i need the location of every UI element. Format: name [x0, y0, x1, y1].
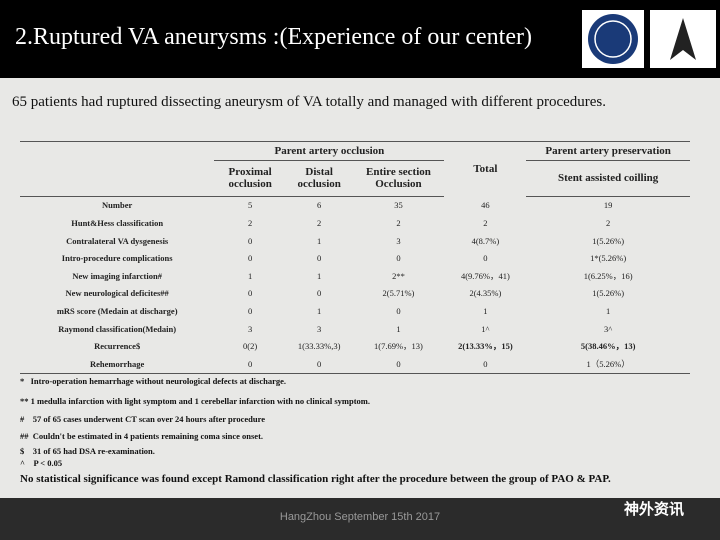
subtitle: 65 patients had ruptured dissecting aneu…: [12, 94, 607, 110]
row-label: New imaging infarction#: [72, 270, 162, 281]
table-cell: 1（5.26%）: [526, 354, 690, 374]
table-cell: 46: [481, 200, 490, 211]
group-header: Parent artery preservation: [526, 141, 690, 161]
table-cell: 5: [248, 200, 253, 211]
row-label: Raymond classification(Medain): [58, 323, 177, 334]
footnote: * Intro-operation hemarrhage without neu…: [20, 376, 286, 386]
table-cell: 0: [248, 288, 253, 299]
table-cell: 4(9.76%，41): [460, 270, 510, 281]
table-cell: 0: [214, 354, 286, 374]
table-cell: 0: [483, 253, 488, 264]
table-cell: 0: [396, 305, 401, 316]
row-label: Recurrence$: [94, 341, 141, 352]
table-cell: 1(33.33%,3): [297, 341, 341, 352]
table-cell: 0: [396, 253, 401, 264]
table-cell: 2: [248, 217, 253, 228]
table-cell: 1: [483, 305, 488, 316]
row-label: mRS score (Medain at discharge): [56, 305, 178, 316]
table-cell: 6: [317, 200, 322, 211]
table-cell: 3: [248, 323, 253, 334]
table-cell: 1: [317, 305, 322, 316]
table-cell: 1(5.26%): [592, 288, 625, 299]
table-row: Contralateral VA dysgenesis 0 1 3 4(8.7%) 1(5…: [20, 232, 690, 250]
table-cell: 2(4.35%): [469, 288, 502, 299]
table-row: New imaging infarction# 1 1 2** 4(9.76%，41) 1…: [20, 267, 690, 285]
table-cell: 1(5.26%): [592, 235, 625, 246]
table-cell: 1(6.25%，16): [583, 270, 633, 281]
table-row: Raymond classification(Medain) 3 3 1 1^ 3^: [20, 320, 690, 338]
table-cell: 1^: [481, 323, 490, 334]
footnote: $ 31 of 65 had DSA re-examination.: [20, 446, 155, 456]
table-cell: 1: [317, 235, 322, 246]
column-header: Proximal occlusion: [214, 160, 286, 197]
table-cell: 1: [396, 323, 401, 334]
footer-text: HangZhou September 15th 2017: [279, 511, 441, 523]
table-cell: 0: [248, 235, 253, 246]
table-cell: 0(2): [243, 341, 258, 352]
table-cell: 0: [248, 305, 253, 316]
table-row: mRS score (Medain at discharge) 0 1 0 1 1: [20, 302, 690, 320]
table-cell: 2(5.71%): [382, 288, 415, 299]
table-row: Intro-procedure complications 0 0 0 0 1*(5.26…: [20, 249, 690, 267]
footnote: ^ P < 0.05: [20, 458, 63, 468]
table-cell: 2: [606, 217, 611, 228]
table-cell: 1(7.69%，13): [374, 341, 423, 352]
table-cell: 2**: [392, 270, 405, 281]
table-cell: 4(8.7%): [471, 235, 500, 246]
table-cell: 3: [396, 235, 401, 246]
table-cell: 35: [394, 200, 403, 211]
table-cell: 1: [248, 270, 253, 281]
table-cell: 1*(5.26%): [590, 253, 627, 264]
row-label: Intro-procedure complications: [61, 253, 173, 264]
table-cell: 5(38.46%，13): [580, 341, 636, 352]
footnote: ## Couldn't be estimated in 4 patients r…: [20, 431, 264, 441]
row-label: New neurological deficites##: [65, 288, 169, 299]
row-label: Rehemorrhage: [20, 354, 215, 374]
table-row: New neurological deficites## 0 0 2(5.71%) 2(…: [20, 285, 690, 303]
column-header: Entire section Occlusion: [352, 160, 445, 197]
footnote: # 57 of 65 cases underwent CT scan over …: [20, 414, 265, 424]
watermark: 神外资讯: [624, 500, 685, 518]
table-cell: 0: [352, 354, 445, 374]
footnote: ** 1 medulla infarction with light sympt…: [20, 396, 370, 406]
table-cell: 2: [483, 217, 488, 228]
table-row: Rehemorrhage 0 0 0 0 1（5.26%）: [20, 354, 690, 374]
column-header: Distal occlusion: [285, 160, 353, 197]
title: 2.Ruptured VA aneurysms :(Experience of …: [15, 24, 532, 50]
table-cell: 0: [317, 288, 322, 299]
group-header: Parent artery occlusion: [214, 141, 445, 161]
group-header: Total: [444, 141, 527, 197]
row-label: Hunt&Hess classification: [71, 217, 164, 228]
table-row: Hunt&Hess classification 2 2 2 2 2: [20, 214, 690, 232]
column-header: Stent assisted coilling: [526, 160, 690, 197]
logos: [582, 10, 716, 68]
table-cell: 19: [603, 200, 613, 211]
table-cell: 3^: [604, 323, 613, 334]
table-cell: 0: [444, 354, 527, 374]
table-cell: 2(13.33%，15): [458, 341, 513, 352]
conclusion: No statistical significance was found ex…: [20, 473, 611, 485]
data-table: Parent artery occlusion Total Parent art…: [20, 141, 690, 374]
table-cell: 3: [317, 323, 322, 334]
footer-bar: [0, 498, 720, 540]
table-cell: 0: [285, 354, 353, 374]
table-cell: 2: [317, 217, 322, 228]
table-cell: 2: [396, 217, 401, 228]
row-label: Contralateral VA dysgenesis: [66, 235, 169, 246]
table-cell: 0: [248, 253, 253, 264]
table-cell: 0: [317, 253, 322, 264]
row-label: Number: [102, 200, 133, 211]
table-row: Number 5 6 35 46 19: [20, 196, 690, 214]
table-cell: 1: [317, 270, 322, 281]
table-row: Recurrence$ 0(2) 1(33.33%,3) 1(7.69%，13) 2(1…: [20, 337, 690, 355]
table-cell: 1: [606, 305, 611, 316]
